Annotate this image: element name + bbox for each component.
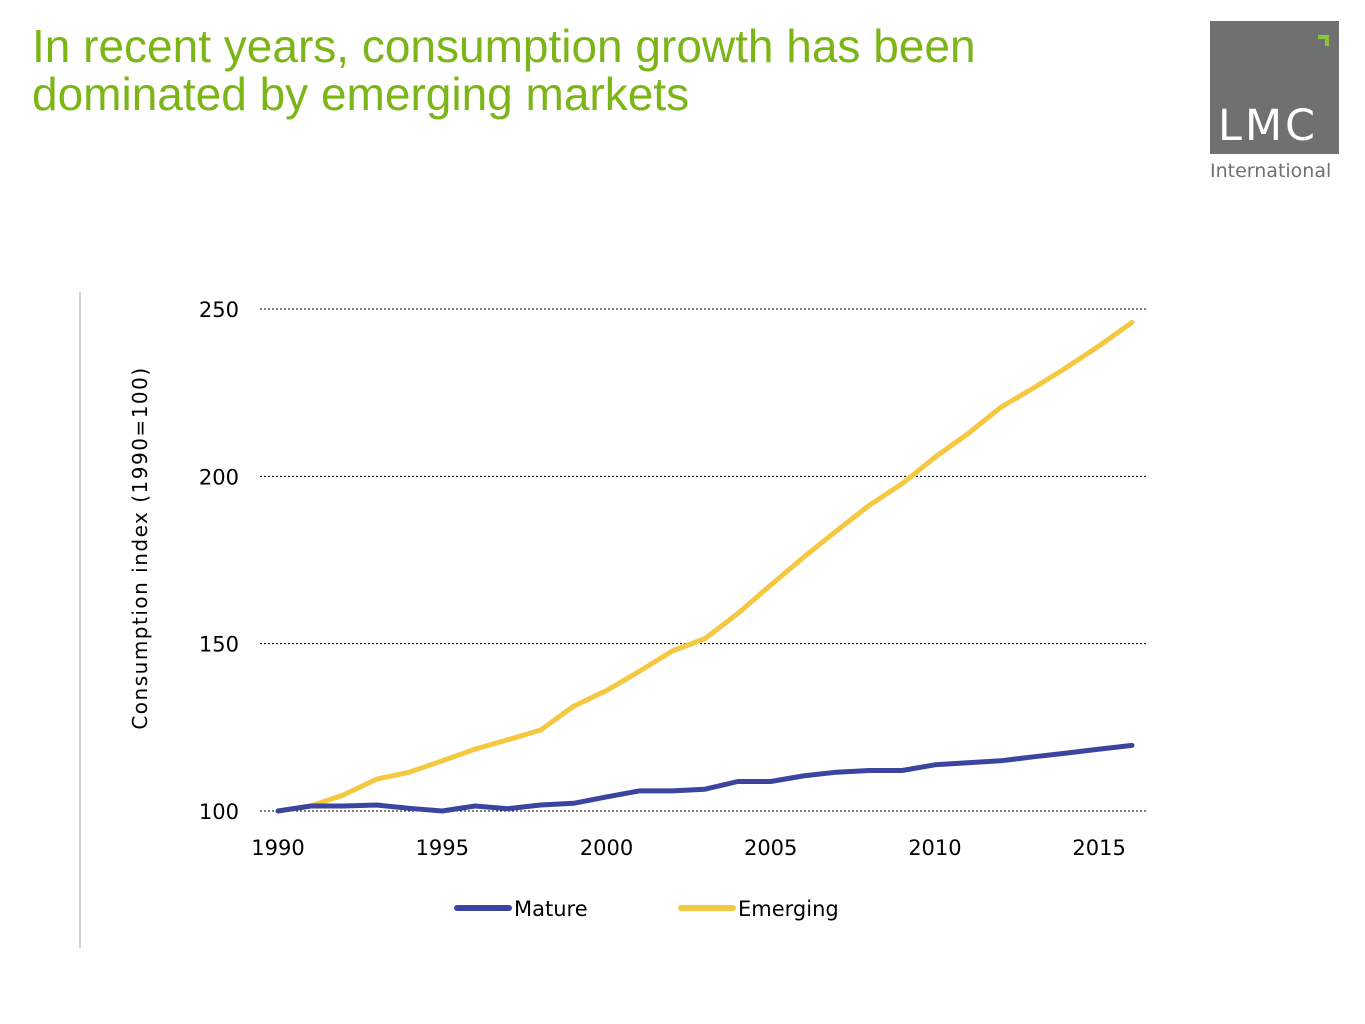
logo-wordmark: LMC [1218,101,1319,151]
lmc-logo: LMC International [1210,21,1339,186]
y-axis-title: Consumption index (1990=100) [128,366,152,729]
y-tick-label: 150 [199,633,239,657]
slide-title: In recent years, consumption growth has … [32,20,976,120]
legend-label-emerging: Emerging [738,897,839,921]
logo-subtext: International [1210,160,1332,182]
x-tick-label: 1990 [251,836,304,860]
y-tick-label: 250 [199,298,239,322]
legend: Mature Emerging [454,897,839,921]
series-layer [275,319,1135,814]
logo-corner-mark [1318,35,1329,46]
x-tick-label: 2015 [1072,836,1125,860]
x-tick-label: 2005 [744,836,797,860]
grid-layer [260,308,1146,812]
series-line-mature [275,742,1135,814]
series-line-emerging [275,319,1135,814]
y-axis: 100 150 200 250 [199,298,239,824]
logo-box: LMC [1210,21,1339,154]
x-tick-label: 2000 [580,836,633,860]
legend-label-mature: Mature [514,897,588,921]
consumption-chart: 100 150 200 250 1990 1995 2000 2005 2010 2015 Co… [100,250,1210,970]
chart-svg: 100 150 200 250 1990 1995 2000 2005 2010 2015 Co… [128,298,1146,921]
y-tick-label: 200 [199,465,239,489]
x-tick-label: 1995 [416,836,469,860]
y-tick-label: 100 [199,800,239,824]
x-axis: 1990 1995 2000 2005 2010 2015 [251,836,1126,860]
divider-line [79,292,81,948]
x-tick-label: 2010 [908,836,961,860]
